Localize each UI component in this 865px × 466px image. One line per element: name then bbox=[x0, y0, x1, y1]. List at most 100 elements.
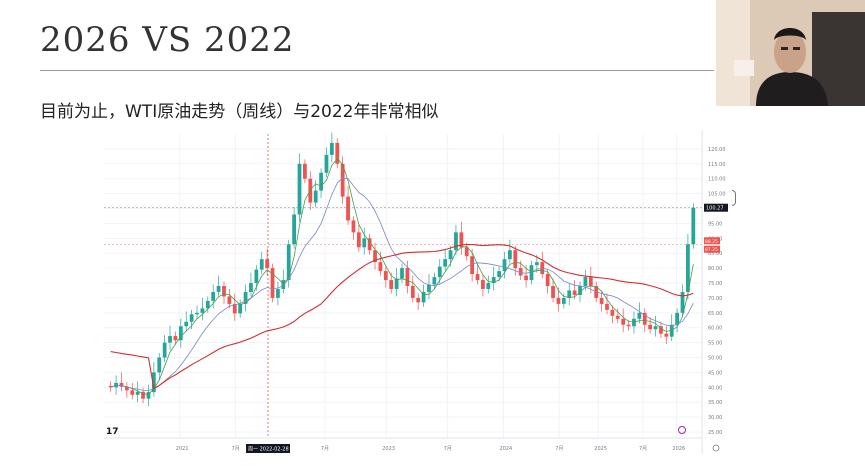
candle-body bbox=[119, 382, 124, 387]
candle-body bbox=[486, 283, 491, 289]
candle-body bbox=[238, 303, 243, 314]
candle-body bbox=[599, 297, 604, 304]
candle-body bbox=[292, 214, 296, 245]
candle-body bbox=[459, 232, 464, 248]
candle-body bbox=[464, 247, 469, 257]
candle-body bbox=[249, 283, 253, 292]
ma-long-line bbox=[110, 243, 694, 390]
candle-body bbox=[389, 280, 394, 289]
candle-body bbox=[653, 326, 658, 330]
candle-body bbox=[356, 232, 361, 248]
candle-body bbox=[243, 291, 248, 304]
chart-background bbox=[104, 130, 734, 458]
y-tick-label: 25.00 bbox=[708, 430, 722, 436]
slide-title: 2026 VS 2022 bbox=[40, 20, 295, 60]
candle-body bbox=[648, 324, 653, 330]
candle-body bbox=[561, 297, 566, 304]
x-tick-label: 7月 bbox=[321, 446, 329, 452]
candle-body bbox=[362, 238, 367, 248]
candle-body bbox=[265, 259, 270, 269]
candle-body bbox=[454, 232, 458, 251]
candle-body bbox=[184, 321, 189, 327]
candle-body bbox=[383, 271, 388, 281]
event-marker-icon bbox=[678, 426, 686, 434]
candle-body bbox=[303, 163, 307, 179]
crosshair-date-badge bbox=[246, 444, 290, 453]
candle-body bbox=[135, 391, 140, 395]
x-tick-label: 7月 bbox=[555, 446, 563, 452]
candle-body bbox=[502, 259, 507, 272]
candle-body bbox=[141, 391, 145, 399]
candle-body bbox=[178, 326, 183, 341]
y-tick-label: 45.00 bbox=[708, 370, 722, 376]
chart-canvas[interactable]: 120.00115.00110.00105.00100.0095.0090.00… bbox=[104, 130, 734, 458]
y-tick-label: 60.00 bbox=[708, 326, 722, 332]
candle-body bbox=[346, 196, 350, 221]
webcam-presenter-image bbox=[716, 0, 865, 106]
candle-body bbox=[518, 268, 523, 276]
candle-body bbox=[578, 286, 582, 295]
crosshair-date-label: 周一 2022-02-28 bbox=[248, 447, 289, 453]
y-tick-label: 95.00 bbox=[708, 221, 722, 227]
candle-body bbox=[675, 312, 680, 325]
candle-body bbox=[222, 286, 226, 297]
candle-body bbox=[130, 390, 135, 395]
candle-body bbox=[508, 250, 512, 260]
candle-body bbox=[259, 259, 264, 270]
wti-weekly-chart[interactable]: 120.00115.00110.00105.00100.0095.0090.00… bbox=[104, 130, 734, 458]
candle-body bbox=[400, 268, 404, 279]
candle-body bbox=[286, 244, 291, 281]
candle-body bbox=[659, 326, 663, 334]
y-tick-label: 65.00 bbox=[708, 311, 722, 317]
candle-body bbox=[254, 269, 259, 284]
candle-body bbox=[351, 220, 356, 233]
candle-body bbox=[632, 318, 636, 327]
candle-body bbox=[313, 190, 318, 203]
candle-body bbox=[497, 271, 501, 278]
candle-body bbox=[281, 280, 286, 289]
candle-body bbox=[324, 154, 329, 173]
chart-scroll-handle[interactable] bbox=[732, 190, 736, 206]
candle-body bbox=[335, 142, 340, 164]
candle-body bbox=[173, 336, 178, 341]
candle-body bbox=[378, 262, 383, 272]
candle-body bbox=[227, 296, 232, 304]
candle-body bbox=[297, 163, 302, 215]
candle-body bbox=[340, 163, 345, 197]
candle-body bbox=[157, 357, 162, 373]
x-tick-label: 2021 bbox=[176, 446, 189, 452]
y-tick-label: 120.00 bbox=[708, 147, 726, 153]
candle-body bbox=[572, 290, 577, 295]
candle-body bbox=[669, 324, 674, 337]
tradingview-logo: 17 bbox=[106, 427, 119, 437]
candle-body bbox=[588, 277, 593, 286]
y-tick-label: 75.00 bbox=[708, 281, 722, 287]
chart-settings-icon bbox=[712, 444, 720, 452]
candle-body bbox=[545, 274, 550, 286]
candle-body bbox=[168, 336, 172, 343]
candle-body bbox=[405, 268, 410, 286]
candle-body bbox=[686, 244, 690, 292]
candle-body bbox=[270, 268, 275, 298]
candle-body bbox=[151, 372, 156, 393]
candle-body bbox=[416, 297, 421, 303]
candle-body bbox=[637, 312, 642, 319]
x-tick-label: 2026 bbox=[672, 446, 685, 452]
price-label-red2: 87.25 bbox=[705, 247, 718, 253]
candle-body bbox=[680, 291, 685, 313]
y-tick-label: 30.00 bbox=[708, 415, 722, 421]
x-tick-label: 2024 bbox=[499, 446, 512, 452]
candle-body bbox=[410, 286, 415, 298]
candle-body bbox=[551, 286, 555, 298]
y-tick-label: 115.00 bbox=[708, 162, 726, 168]
candle-body bbox=[475, 274, 480, 281]
candle-body bbox=[567, 290, 572, 298]
y-tick-label: 70.00 bbox=[708, 296, 722, 302]
candle-body bbox=[276, 288, 280, 298]
y-tick-label: 85.00 bbox=[708, 251, 722, 257]
last-price-badge bbox=[704, 203, 728, 212]
candle-body bbox=[216, 286, 221, 292]
candle-body bbox=[556, 297, 561, 304]
candle-body bbox=[329, 142, 334, 155]
candle-body bbox=[524, 275, 528, 281]
